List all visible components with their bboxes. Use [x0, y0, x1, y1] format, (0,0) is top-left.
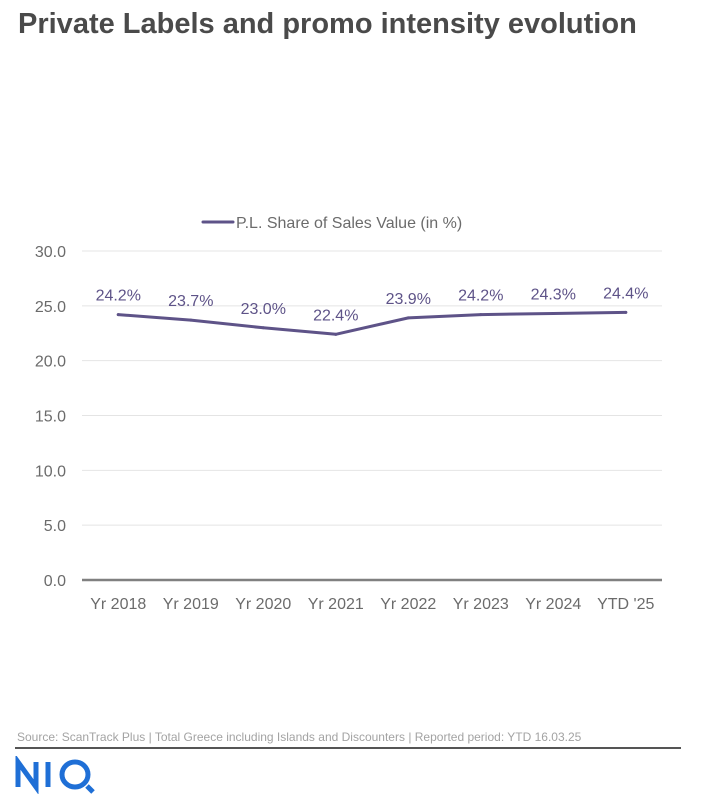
line-chart: 0.0 5.0 10.0 15.0 20.0 25.0 30.0 Yr 2018 Yr 2019…: [35, 215, 662, 613]
data-label: 24.3%: [531, 287, 576, 304]
x-tick-label: Yr 2022: [380, 596, 436, 613]
data-point: [334, 332, 338, 336]
x-tick-label: Yr 2021: [308, 596, 364, 613]
y-tick-label: 15.0: [35, 409, 66, 426]
footer-divider: [15, 747, 681, 749]
data-point: [189, 318, 193, 322]
legend-label: P.L. Share of Sales Value (in %): [236, 215, 462, 232]
y-tick-label: 10.0: [35, 463, 66, 480]
data-label: 24.4%: [603, 285, 648, 302]
data-label: 24.2%: [96, 288, 141, 305]
niq-logo: [15, 756, 95, 794]
chart-title: Private Labels and promo intensity evolu…: [18, 8, 637, 40]
x-tick-label: Yr 2019: [163, 596, 219, 613]
x-tick-label: Yr 2018: [90, 596, 146, 613]
y-tick-label: 5.0: [44, 518, 66, 535]
data-point: [551, 312, 555, 316]
series-line: [116, 310, 628, 336]
x-tick-label: Yr 2024: [525, 596, 581, 613]
data-point: [261, 326, 265, 330]
data-label: 22.4%: [313, 307, 358, 324]
data-label: 24.2%: [458, 288, 503, 305]
data-point: [479, 313, 483, 317]
data-label: 23.0%: [241, 301, 286, 318]
data-label: 23.9%: [386, 291, 431, 308]
x-tick-label: Yr 2023: [453, 596, 509, 613]
data-point: [116, 313, 120, 317]
data-label: 23.7%: [168, 293, 213, 310]
y-tick-label: 30.0: [35, 244, 66, 261]
x-tick-label: Yr 2020: [235, 596, 291, 613]
x-tick-label: YTD '25: [597, 596, 654, 613]
source-note: Source: ScanTrack Plus | Total Greece in…: [17, 730, 582, 744]
data-point: [406, 316, 410, 320]
y-tick-label: 20.0: [35, 354, 66, 371]
data-point: [624, 310, 628, 314]
y-tick-label: 0.0: [44, 573, 66, 590]
y-tick-label: 25.0: [35, 299, 66, 316]
